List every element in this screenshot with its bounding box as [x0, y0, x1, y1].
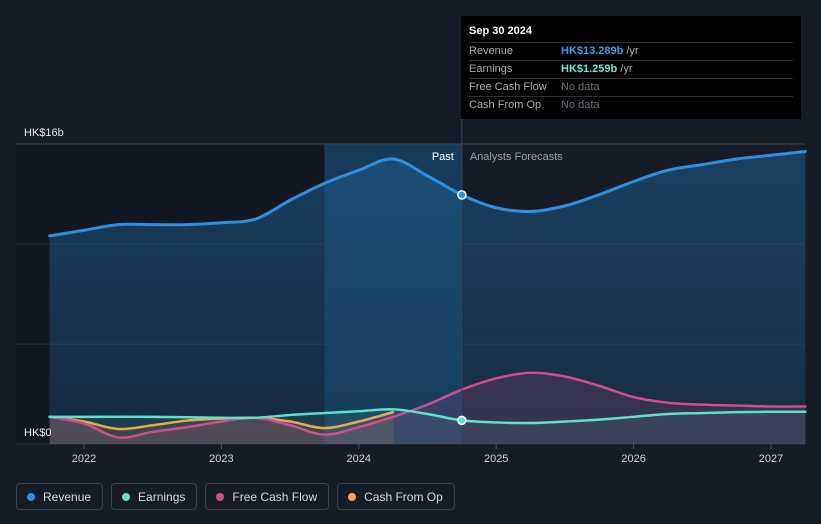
legend-item-revenue[interactable]: Revenue — [16, 483, 104, 510]
legend-item-earnings[interactable]: Earnings — [111, 483, 198, 510]
earnings-marker — [457, 415, 467, 426]
free-cash-flow-line — [48, 371, 807, 439]
tooltip-date: Sep 30 2024 — [469, 25, 532, 37]
legend-item-cash-from-op[interactable]: Cash From Op — [337, 483, 455, 510]
tooltip-label: Free Cash Flow — [469, 81, 547, 93]
revenue-marker — [457, 190, 467, 200]
y-axis-bottom-label: HK$0 — [24, 427, 52, 439]
tooltip-label: Revenue — [469, 45, 514, 57]
x-tick-label: 2023 — [209, 453, 233, 465]
revenue-line — [48, 150, 807, 238]
free-cash-flow-area — [49, 372, 806, 444]
legend-label: Revenue — [43, 489, 92, 504]
tooltip-row-revenue: Revenue HK$13.289b /yr — [469, 42, 793, 60]
x-tick-label: 2026 — [621, 453, 645, 465]
tooltip-row-cash-from-op: Cash From Op No data — [469, 96, 793, 114]
chart-legend: Revenue Earnings Free Cash Flow Cash Fro… — [16, 483, 455, 510]
legend-item-free-cash-flow[interactable]: Free Cash Flow — [205, 483, 330, 510]
tooltip-unit: /yr — [626, 45, 639, 57]
tooltip-value: HK$1.259b — [561, 63, 618, 75]
tooltip-value: No data — [561, 81, 600, 93]
x-tick-label: 2022 — [72, 453, 96, 465]
tooltip-label: Earnings — [469, 63, 513, 75]
tooltip-value: No data — [561, 99, 600, 111]
earnings-dot-icon — [122, 492, 131, 501]
past-label: Past — [432, 151, 454, 163]
x-tick-label: 2025 — [484, 453, 508, 465]
revenue-dot-icon — [27, 492, 35, 501]
chart-plot: Past Analysts Forecasts HK$16b HK$0 2022 2023… — [16, 16, 807, 465]
y-axis-top-label: HK$16b — [24, 127, 64, 139]
legend-label: Free Cash Flow — [232, 489, 318, 504]
free-cash-flow-dot-icon — [216, 492, 225, 501]
tooltip-value: HK$13.289b — [561, 45, 624, 57]
legend-label: Earnings — [138, 489, 186, 504]
tooltip-label: Cash From Op — [469, 99, 542, 111]
x-tick-label: 2024 — [347, 453, 371, 465]
tooltip-row-free-cash-flow: Free Cash Flow No data — [469, 78, 793, 96]
cash-from-op-dot-icon — [348, 492, 357, 501]
tooltip-unit: /yr — [620, 63, 633, 75]
revenue-area — [49, 151, 806, 444]
earnings-area — [49, 409, 806, 444]
forecast-label: Analysts Forecasts — [470, 151, 563, 163]
x-tick-label: 2027 — [759, 453, 783, 465]
legend-label: Cash From Op — [364, 489, 443, 504]
tooltip-row-earnings: Earnings HK$1.259b /yr — [469, 60, 793, 78]
data-tooltip: Sep 30 2024 Revenue HK$13.289b /yr Earni… — [461, 16, 801, 119]
